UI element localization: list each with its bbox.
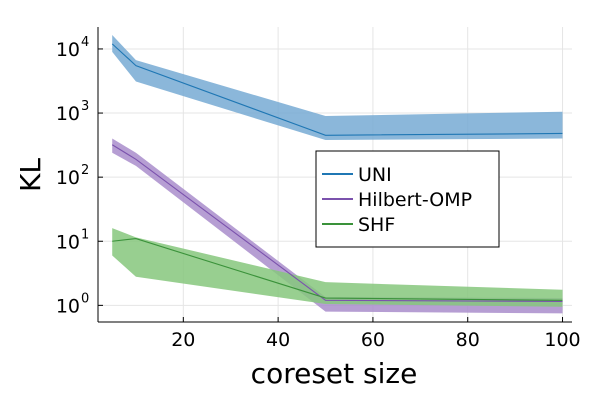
y-tick-label: 10 xyxy=(56,39,80,61)
x-tick-label: 60 xyxy=(361,329,385,351)
y-tick-label: 10 xyxy=(56,231,80,253)
legend-label-uni: UNI xyxy=(358,164,392,186)
legend-label-shf: SHF xyxy=(358,214,395,236)
x-tick-label: 20 xyxy=(171,329,195,351)
line-uni xyxy=(111,43,563,136)
legend: UNI Hilbert-OMP SHF xyxy=(315,150,500,248)
band-uni xyxy=(112,35,563,140)
x-tick-label: 80 xyxy=(456,329,480,351)
series-lines xyxy=(111,43,563,303)
y-tick-exponent: 0 xyxy=(81,291,89,306)
legend-label-hilbert-omp: Hilbert-OMP xyxy=(358,189,472,211)
bands xyxy=(112,35,563,314)
axes xyxy=(97,27,572,323)
y-tick-label: 10 xyxy=(56,295,80,317)
line-hilbert-omp xyxy=(111,144,563,303)
line-shf xyxy=(112,238,563,301)
x-tick-label: 100 xyxy=(544,329,580,351)
y-tick-exponent: 3 xyxy=(81,99,89,114)
y-tick-label: 10 xyxy=(56,103,80,125)
y-tick-label: 10 xyxy=(56,167,80,189)
band-shf xyxy=(112,228,563,307)
x-axis-label: coreset size xyxy=(251,357,418,390)
x-tick-label: 40 xyxy=(266,329,290,351)
y-tick-exponent: 2 xyxy=(81,163,89,178)
y-tick-exponent: 1 xyxy=(81,227,89,242)
y-axis-label: KL xyxy=(14,158,47,192)
y-tick-exponent: 4 xyxy=(81,35,89,50)
